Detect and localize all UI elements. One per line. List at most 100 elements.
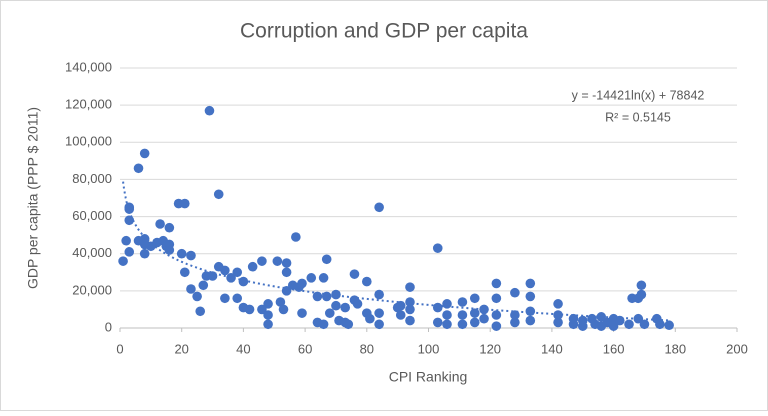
data-point	[479, 313, 489, 324]
data-point	[639, 319, 650, 330]
data-point	[525, 278, 536, 289]
y-tick-label: 60,000	[72, 208, 112, 223]
data-point	[343, 319, 354, 330]
data-point	[121, 235, 131, 246]
data-point	[204, 105, 215, 116]
data-point	[318, 273, 329, 283]
x-tick-label: 40	[236, 341, 250, 356]
data-point	[321, 254, 332, 265]
data-point	[442, 319, 452, 330]
data-point	[263, 310, 273, 320]
data-point	[553, 299, 563, 309]
data-point	[365, 313, 375, 324]
data-point	[432, 317, 443, 328]
data-point	[624, 319, 634, 330]
data-point	[176, 248, 187, 259]
data-point	[374, 319, 384, 330]
data-point	[491, 278, 502, 289]
chart-title: Corruption and GDP per capita	[240, 20, 528, 43]
data-point	[405, 282, 415, 292]
data-point	[232, 267, 243, 278]
data-point	[525, 306, 536, 317]
data-point	[291, 232, 301, 242]
x-tick-label: 0	[116, 341, 123, 356]
data-point	[275, 297, 286, 307]
data-point	[577, 321, 588, 331]
data-point	[226, 273, 236, 283]
data-point	[457, 310, 468, 320]
trendline-equation: y = -14421ln(x) + 78842	[572, 88, 705, 102]
data-point	[636, 280, 647, 291]
data-point	[457, 297, 468, 307]
data-point	[457, 319, 468, 330]
data-point	[213, 189, 224, 200]
data-point	[633, 313, 644, 324]
data-point	[179, 198, 190, 209]
data-point	[374, 308, 384, 318]
data-point	[655, 319, 665, 330]
x-tick-label: 20	[174, 341, 188, 356]
data-point	[278, 304, 289, 315]
data-point	[469, 317, 480, 328]
data-point	[395, 310, 406, 320]
data-point	[405, 315, 415, 326]
data-point	[491, 310, 502, 320]
data-point	[405, 304, 415, 315]
x-tick-label: 180	[664, 341, 686, 356]
data-point	[331, 289, 341, 300]
data-point	[442, 299, 452, 309]
data-point	[281, 267, 292, 278]
data-point	[195, 306, 206, 317]
x-tick-label: 100	[418, 341, 440, 356]
data-point	[349, 269, 360, 279]
data-point	[331, 300, 341, 311]
data-point	[664, 320, 674, 331]
data-point	[155, 219, 165, 229]
data-point	[568, 319, 579, 330]
data-point	[525, 291, 536, 302]
y-axis-title: GDP per capita (PPP $ 2011)	[25, 107, 41, 289]
data-point	[479, 304, 489, 315]
data-point	[133, 163, 144, 174]
data-point	[442, 310, 452, 320]
y-tick-label: 100,000	[65, 134, 112, 149]
data-point	[220, 265, 230, 276]
data-point	[139, 148, 150, 159]
data-point	[352, 299, 363, 309]
data-point	[510, 287, 520, 298]
data-point	[118, 256, 128, 266]
data-point	[232, 293, 243, 304]
x-tick-label: 80	[360, 341, 374, 356]
data-point	[238, 276, 249, 287]
data-point	[340, 302, 351, 313]
data-point	[297, 278, 307, 289]
data-point	[257, 256, 267, 266]
data-point	[220, 293, 230, 304]
data-point	[324, 308, 335, 318]
data-point	[263, 299, 273, 309]
data-point	[374, 289, 384, 300]
data-point	[432, 243, 443, 253]
x-axis-title: CPI Ranking	[389, 369, 468, 385]
data-point	[281, 258, 292, 268]
x-tick-label: 140	[541, 341, 563, 356]
data-point	[164, 245, 175, 255]
y-tick-label: 80,000	[72, 171, 112, 186]
data-point	[192, 291, 202, 302]
data-point	[318, 319, 329, 330]
data-point	[186, 284, 196, 294]
data-point	[139, 248, 150, 259]
data-point	[179, 267, 190, 278]
x-tick-label: 60	[298, 341, 312, 356]
y-tick-label: 140,000	[65, 59, 112, 74]
data-point	[164, 222, 175, 233]
data-point	[124, 215, 135, 226]
y-tick-label: 40,000	[72, 245, 112, 260]
data-point	[525, 315, 536, 326]
data-point	[272, 256, 283, 266]
data-point	[469, 308, 480, 318]
x-tick-label: 120	[479, 341, 501, 356]
trendline-r2: R² = 0.5145	[605, 110, 671, 124]
data-point	[263, 319, 273, 330]
